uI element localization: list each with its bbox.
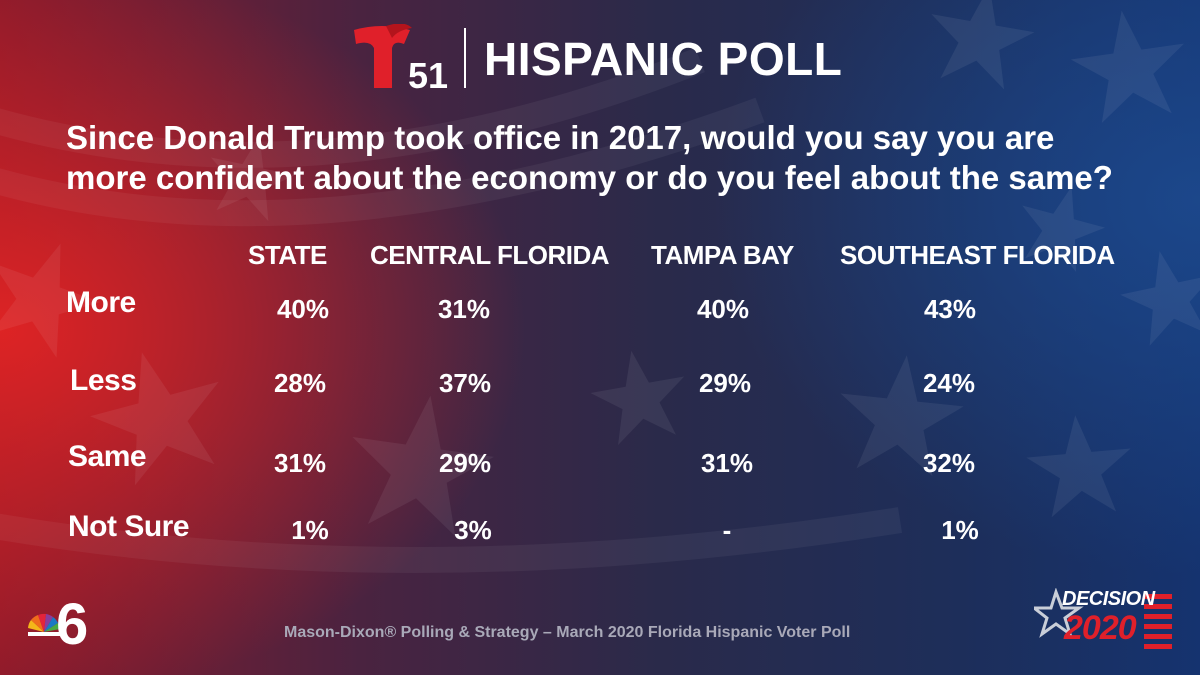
column-header-southeast-florida: SOUTHEAST FLORIDA xyxy=(840,240,1115,270)
cell-same-central-florida: 29% xyxy=(438,448,492,478)
cell-same-tampa-bay: 31% xyxy=(700,448,754,478)
decision-word: DECISION xyxy=(1062,588,1155,610)
cell-not-sure-state: 1% xyxy=(291,515,329,545)
decision-year: 2020 xyxy=(1064,609,1137,647)
cell-more-central-florida: 31% xyxy=(437,294,491,324)
row-label-less: Less xyxy=(70,364,137,397)
source-credit: Mason-Dixon® Polling & Strategy – March … xyxy=(284,624,851,641)
cell-more-southeast-florida: 43% xyxy=(923,294,977,324)
cell-more-tampa-bay: 40% xyxy=(696,294,750,324)
row-label-same: Same xyxy=(68,440,147,473)
cell-less-southeast-florida: 24% xyxy=(922,368,976,398)
station-number: 6 xyxy=(56,592,88,648)
cell-less-central-florida: 37% xyxy=(438,368,492,398)
cell-same-southeast-florida: 32% xyxy=(922,448,976,478)
column-header-central-florida: CENTRAL FLORIDA xyxy=(370,240,610,270)
cell-less-state: 28% xyxy=(273,368,327,398)
logo-number: 51 xyxy=(408,55,448,90)
cell-not-sure-southeast-florida: 1% xyxy=(941,515,979,545)
cell-not-sure-central-florida: 3% xyxy=(454,515,492,545)
poll-question: Since Donald Trump took office in 2017, … xyxy=(66,119,1113,196)
cell-not-sure-tampa-bay: - xyxy=(722,515,732,545)
telemundo-logo: 51 xyxy=(354,24,448,90)
header-divider xyxy=(464,28,466,88)
cell-less-tampa-bay: 29% xyxy=(698,368,752,398)
column-header-state: STATE xyxy=(248,240,327,270)
nbc-peacock-logo: 6 xyxy=(28,592,88,648)
column-header-tampa-bay: TAMPA BAY xyxy=(651,240,794,270)
row-label-not-sure: Not Sure xyxy=(68,510,190,543)
cell-more-state: 40% xyxy=(276,294,330,324)
row-label-more: More xyxy=(66,286,136,319)
cell-same-state: 31% xyxy=(273,448,327,478)
decision-2020-flag-logo xyxy=(1034,588,1172,649)
page-title: HISPANIC POLL xyxy=(484,33,843,85)
